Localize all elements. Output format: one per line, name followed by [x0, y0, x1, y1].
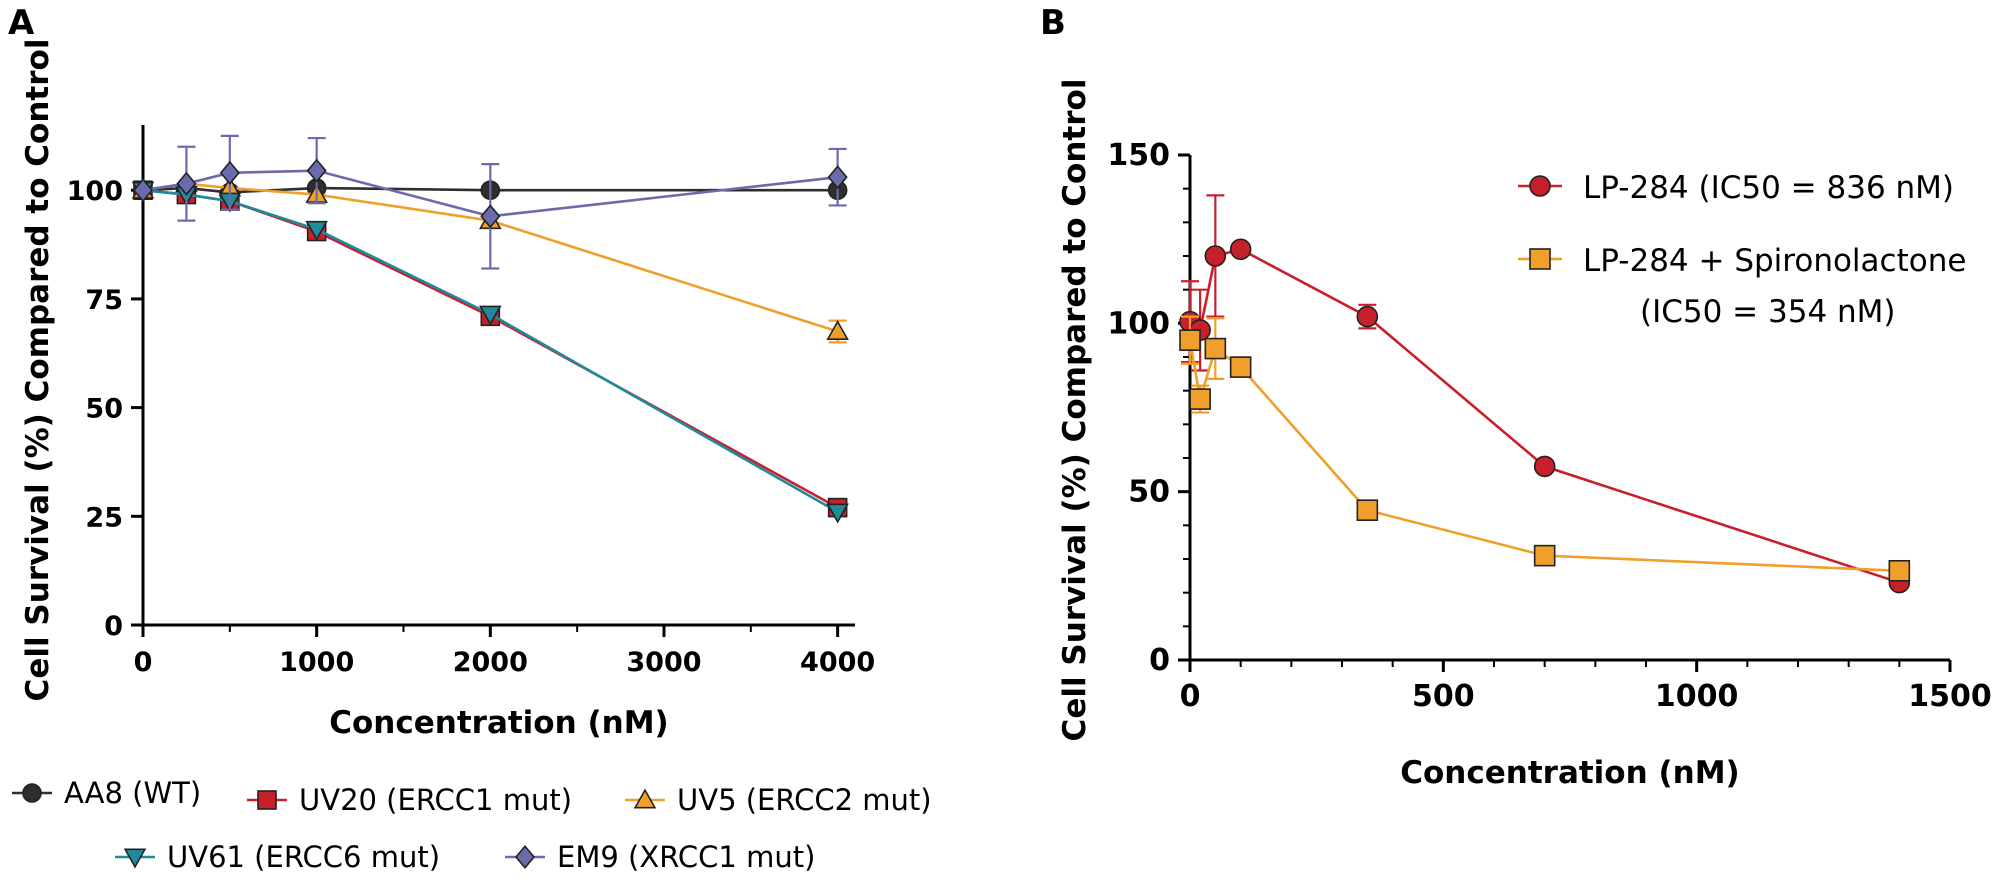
panel-b-y-tick-label: 150: [1107, 138, 1170, 173]
panel-a-x-tick-label: 1000: [279, 647, 354, 678]
panel-a-data-point: [132, 178, 154, 203]
panel-a-x-tick-label: 2000: [453, 647, 528, 678]
panel-b-y-tick-label: 0: [1149, 643, 1170, 678]
panel-a-y-tick-label: 25: [85, 502, 123, 533]
panel-a-y-tick-label: 100: [67, 176, 123, 207]
panel-b-series-line: [1188, 339, 1900, 573]
legend-a-label: EM9 (XRCC1 mut): [557, 840, 815, 874]
legend-b-label: LP-284 (IC50 = 836 nM): [1583, 170, 1954, 206]
panel-a-data-point: [219, 160, 240, 185]
legend-a-marker: [514, 844, 536, 870]
panel-b-data-point: [1356, 499, 1379, 521]
panel-b-data-point: [1229, 356, 1252, 378]
panel-a-data-point: [827, 165, 848, 190]
panel-b-data-point: [1179, 329, 1201, 351]
panel-b-y-tick-label: 100: [1107, 306, 1170, 341]
panel-b-x-axis-label: Concentration (nM): [1400, 755, 1739, 791]
panel-b-data-point: [1533, 455, 1556, 478]
panel-b-x-tick-label: 0: [1180, 679, 1201, 714]
legend-b-label-line2: (IC50 = 354 nM): [1640, 294, 1896, 330]
panel-b-y-axis-label: Cell Survival (%) Compared to Control: [1057, 79, 1093, 742]
legend-a-label: AA8 (WT): [64, 776, 201, 810]
panel-b-data-point: [1204, 337, 1227, 360]
panel-a-series-line: [142, 188, 839, 514]
panel-b-x-tick-label: 1000: [1655, 679, 1739, 714]
panel-a-x-tick-label: 0: [134, 647, 153, 678]
panel-b-data-point: [1356, 305, 1379, 328]
panel-a-data-point: [305, 220, 328, 241]
panel-a-data-point: [306, 158, 327, 183]
legend-a-marker: [123, 848, 147, 869]
panel-b-x-tick-label: 1500: [1908, 679, 1992, 714]
panel-a-data-point: [480, 204, 501, 229]
legend-b-marker: [1529, 248, 1551, 270]
panel-a-data-point: [826, 503, 849, 524]
panel-a-data-point: [176, 171, 197, 196]
chart-panel-b: 0 500 1000 1500 0 50 100 150 Concentration (nM) C…: [1057, 79, 1992, 791]
panel-b-data-point: [1204, 245, 1227, 267]
legend-b-label: LP-284 + Spironolactone: [1583, 243, 1966, 279]
panel-a-y-tick-label: 50: [85, 394, 123, 425]
panel-b-data-point: [1189, 388, 1211, 410]
legend-a-label: UV61 (ERCC6 mut): [167, 840, 440, 874]
legend-a-marker: [22, 783, 42, 803]
panel-a-data-point: [479, 305, 502, 326]
panel-a-y-axis-label: Cell Survival (%) Compared to Control: [20, 39, 56, 702]
panel-b-letter: B: [1040, 3, 1066, 43]
panel-a-y-tick-label: 75: [85, 285, 123, 316]
legend-b-marker: [1529, 175, 1551, 197]
legend-a-marker: [257, 790, 277, 810]
panel-a-letter: A: [8, 3, 35, 43]
panel-a-x-axis-label: Concentration (nM): [329, 705, 668, 741]
panel-b-data-point: [1533, 544, 1556, 567]
panel-b-data-point: [1888, 559, 1911, 582]
panel-b-x-tick-label: 500: [1412, 679, 1475, 714]
panel-a-x-tick-label: 4000: [800, 647, 875, 678]
panel-a-x-tick-label: 3000: [626, 647, 701, 678]
panel-a-y-tick-label: 0: [104, 611, 123, 642]
chart-panel-a: 0 1000 2000 3000 4000 0 25 50 75 100 Concentration…: [12, 39, 932, 874]
legend-a-label: UV20 (ERCC1 mut): [299, 783, 572, 817]
panel-a-data-point: [826, 319, 849, 340]
panel-b-y-tick-label: 50: [1128, 475, 1170, 510]
panel-b-data-point: [1229, 238, 1252, 261]
legend-a-marker: [633, 788, 657, 809]
legend-a-label: UV5 (ERCC2 mut): [677, 783, 932, 817]
